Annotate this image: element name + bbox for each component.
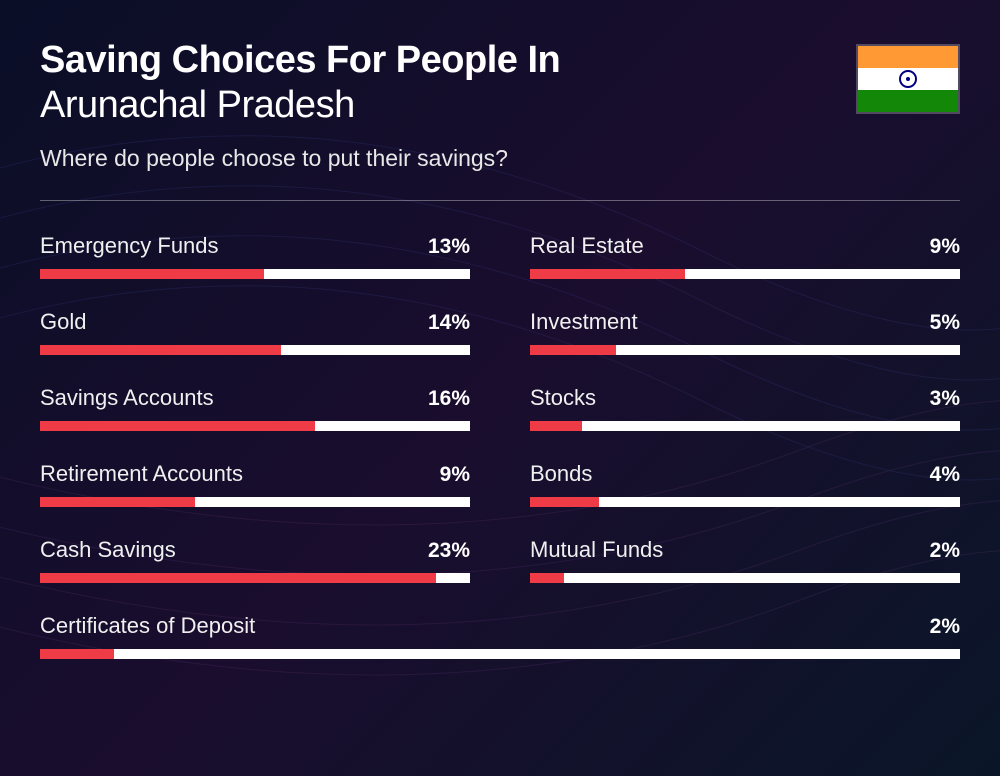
bar-fill bbox=[530, 421, 582, 431]
header-divider bbox=[40, 200, 960, 201]
bar-item: Savings Accounts 16% bbox=[40, 385, 470, 431]
bar-item-value: 5% bbox=[930, 311, 960, 335]
header-row: Saving Choices For People In Arunachal P… bbox=[40, 40, 960, 172]
bar-item-label: Cash Savings bbox=[40, 537, 176, 563]
ashoka-chakra-icon bbox=[899, 70, 917, 88]
bar-item-label: Mutual Funds bbox=[530, 537, 663, 563]
bar-item: Retirement Accounts 9% bbox=[40, 461, 470, 507]
bar-fill bbox=[40, 345, 281, 355]
bar-item-head: Gold 14% bbox=[40, 309, 470, 335]
bar-item: Certificates of Deposit 2% bbox=[40, 613, 960, 659]
bar-item-head: Retirement Accounts 9% bbox=[40, 461, 470, 487]
bars-grid: Emergency Funds 13% Real Estate 9% Gold 14% In… bbox=[40, 233, 960, 659]
bar-fill bbox=[40, 573, 436, 583]
india-flag-icon bbox=[856, 44, 960, 114]
bar-item-head: Investment 5% bbox=[530, 309, 960, 335]
bar-track bbox=[530, 269, 960, 279]
bar-item-head: Real Estate 9% bbox=[530, 233, 960, 259]
bar-track bbox=[40, 269, 470, 279]
bar-item: Investment 5% bbox=[530, 309, 960, 355]
bar-fill bbox=[40, 497, 195, 507]
bar-item-value: 9% bbox=[930, 235, 960, 259]
bar-track bbox=[530, 497, 960, 507]
bar-fill bbox=[40, 421, 315, 431]
bar-item-value: 23% bbox=[428, 539, 470, 563]
bar-track bbox=[40, 421, 470, 431]
titles-block: Saving Choices For People In Arunachal P… bbox=[40, 40, 856, 172]
bar-item-head: Mutual Funds 2% bbox=[530, 537, 960, 563]
bar-item-head: Certificates of Deposit 2% bbox=[40, 613, 960, 639]
bar-item: Stocks 3% bbox=[530, 385, 960, 431]
bar-item-label: Gold bbox=[40, 309, 86, 335]
bar-item-head: Savings Accounts 16% bbox=[40, 385, 470, 411]
bar-track bbox=[530, 345, 960, 355]
bar-item-value: 14% bbox=[428, 311, 470, 335]
bar-item: Cash Savings 23% bbox=[40, 537, 470, 583]
bar-item-value: 4% bbox=[930, 463, 960, 487]
bar-fill bbox=[530, 497, 599, 507]
bar-fill bbox=[40, 269, 264, 279]
bar-track bbox=[530, 573, 960, 583]
bar-item-value: 13% bbox=[428, 235, 470, 259]
bar-item-label: Investment bbox=[530, 309, 638, 335]
bar-item: Emergency Funds 13% bbox=[40, 233, 470, 279]
bar-item-label: Certificates of Deposit bbox=[40, 613, 255, 639]
title-region: Arunachal Pradesh bbox=[40, 84, 856, 127]
bar-item: Mutual Funds 2% bbox=[530, 537, 960, 583]
bar-item-value: 9% bbox=[440, 463, 470, 487]
bar-item-label: Retirement Accounts bbox=[40, 461, 243, 487]
bar-track bbox=[40, 649, 960, 659]
subtitle: Where do people choose to put their savi… bbox=[40, 145, 856, 172]
bar-fill bbox=[530, 345, 616, 355]
bar-track bbox=[530, 421, 960, 431]
bar-fill bbox=[530, 573, 564, 583]
bar-item-label: Real Estate bbox=[530, 233, 644, 259]
bar-fill bbox=[530, 269, 685, 279]
flag-saffron-stripe bbox=[858, 46, 958, 68]
bar-item-head: Bonds 4% bbox=[530, 461, 960, 487]
bar-item-label: Savings Accounts bbox=[40, 385, 214, 411]
bar-item-value: 2% bbox=[930, 539, 960, 563]
bar-item: Bonds 4% bbox=[530, 461, 960, 507]
bar-item: Real Estate 9% bbox=[530, 233, 960, 279]
bar-track bbox=[40, 345, 470, 355]
bar-item-label: Emergency Funds bbox=[40, 233, 219, 259]
content-container: Saving Choices For People In Arunachal P… bbox=[0, 0, 1000, 689]
title-bold: Saving Choices For People In bbox=[40, 40, 856, 82]
flag-white-stripe bbox=[858, 68, 958, 90]
bar-item-label: Bonds bbox=[530, 461, 592, 487]
bar-item-head: Emergency Funds 13% bbox=[40, 233, 470, 259]
bar-item-head: Cash Savings 23% bbox=[40, 537, 470, 563]
bar-item-head: Stocks 3% bbox=[530, 385, 960, 411]
bar-item-value: 2% bbox=[930, 615, 960, 639]
bar-track bbox=[40, 497, 470, 507]
bar-fill bbox=[40, 649, 114, 659]
bar-item: Gold 14% bbox=[40, 309, 470, 355]
flag-green-stripe bbox=[858, 90, 958, 112]
bar-item-value: 3% bbox=[930, 387, 960, 411]
bar-track bbox=[40, 573, 470, 583]
bar-item-value: 16% bbox=[428, 387, 470, 411]
bar-item-label: Stocks bbox=[530, 385, 596, 411]
